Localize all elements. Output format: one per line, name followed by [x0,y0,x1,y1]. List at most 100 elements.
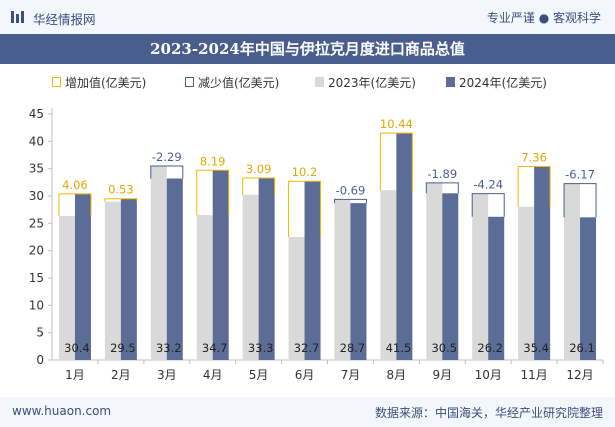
value-label-2024: 30.5 [431,341,457,355]
huajing-logo-icon [11,11,24,23]
change-label: 10.2 [292,165,318,179]
legend-label-2024: 2024年(亿美元) [459,76,547,90]
bar-2023 [380,190,397,360]
y-tick-label: 5 [36,326,44,340]
change-label: 8.19 [200,154,226,168]
value-label-2024: 28.7 [340,341,366,355]
x-tick-label: 7月 [341,368,361,382]
x-tick-label: 3月 [157,368,177,382]
value-label-2024: 35.4 [523,341,549,355]
bar-2024 [350,203,367,360]
change-label: -2.29 [152,150,182,164]
change-label: 7.36 [521,150,547,164]
y-tick-label: 15 [29,271,44,285]
bar-2024 [212,170,229,360]
bar-2024 [396,133,413,360]
x-tick-label: 2月 [111,368,131,382]
bar-2024 [120,198,137,360]
legend-label-increase: 增加值(亿美元) [65,76,147,90]
x-tick-label: 9月 [432,368,452,382]
change-label: -6.17 [565,168,595,182]
header-slogan: 专业严谨 ● 客观科学 [486,11,601,25]
bar-2023 [472,193,489,360]
x-tick-label: 10月 [475,368,502,382]
x-tick-label: 6月 [295,368,315,382]
increase-bracket [58,193,92,217]
bar-2023 [196,215,213,360]
decrease-bracket [425,182,459,194]
x-tick-label: 11月 [520,368,547,382]
increase-bracket [196,169,230,216]
y-tick-label: 30 [29,189,44,203]
legend-swatch-2023 [315,77,324,87]
bar-2023 [564,183,581,360]
value-label-2024: 30.4 [64,341,90,355]
x-tick-label: 1月 [65,368,85,382]
bar-2024 [304,181,321,360]
y-tick-label: 40 [29,134,44,148]
bar-2024 [166,178,183,360]
chart-title: 2023-2024年中国与伊拉克月度进口商品总值 [150,40,465,58]
footer-site: www.huaon.com [12,404,112,418]
bar-2024 [74,193,91,360]
bar-2023 [334,199,351,360]
change-label: 4.06 [62,178,88,192]
decrease-bracket [333,198,367,204]
bar-2024 [488,216,505,360]
bar-2023 [150,165,167,360]
y-tick-label: 20 [29,244,44,258]
bar-2024 [442,193,459,360]
legend-label-decrease: 减少值(亿美元) [198,76,280,90]
x-tick-label: 12月 [566,368,593,382]
y-tick-label: 25 [29,216,44,230]
footer-source: 数据来源：中国海关，华经产业研究院整理 [374,406,603,420]
bar-2024 [534,166,551,360]
increase-bracket [242,177,276,195]
title-bar [0,34,615,64]
value-label-2024: 41.5 [386,341,412,355]
change-label: 10.44 [380,117,413,131]
legend-label-2023: 2023年(亿美元) [328,76,416,90]
legend-swatch-2024 [446,77,455,87]
increase-bracket [379,132,413,191]
bar-2023 [104,201,121,360]
header-bar: 华经情报网 专业严谨 ● 客观科学 [0,0,615,34]
y-tick-label: 35 [29,162,44,176]
value-label-2024: 33.3 [248,341,274,355]
y-tick-label: 45 [29,107,44,121]
change-label: 0.53 [108,183,134,197]
legend-swatch-increase [52,77,61,87]
bar-2024 [258,177,275,360]
bar-chart: 0 5 10 15 20 25 30 35 40 45 4.06 30.4 1月 0.53 29.5 2月 -2… [29,107,604,382]
increase-bracket [288,180,322,237]
decrease-bracket [563,183,597,218]
decrease-bracket [471,193,505,217]
legend-swatch-decrease [185,77,194,87]
change-label: 3.09 [246,162,272,176]
x-tick-label: 8月 [387,368,407,382]
value-label-2024: 26.1 [569,341,595,355]
bar-2023 [426,182,443,360]
bar-2023 [288,237,305,360]
value-label-2024: 33.2 [156,341,182,355]
footer-bar [0,397,615,427]
bar-2023 [518,206,535,360]
x-tick-label: 4月 [203,368,223,382]
bar-2023 [242,194,259,360]
value-label-2024: 29.5 [110,341,136,355]
bar-2024 [580,217,597,360]
y-tick-label: 10 [29,298,44,312]
change-label: -1.89 [427,167,457,181]
x-tick-label: 5月 [249,368,269,382]
increase-bracket [517,165,551,207]
brand-name: 华经情报网 [33,12,96,27]
value-label-2024: 32.7 [294,341,320,355]
increase-bracket [104,198,138,202]
bar-2023 [58,216,75,360]
change-label: -4.24 [473,178,503,192]
change-label: -0.69 [336,183,366,197]
y-tick-label: 0 [36,353,44,367]
value-label-2024: 34.7 [202,341,228,355]
decrease-bracket [150,165,184,179]
value-label-2024: 26.2 [477,341,503,355]
